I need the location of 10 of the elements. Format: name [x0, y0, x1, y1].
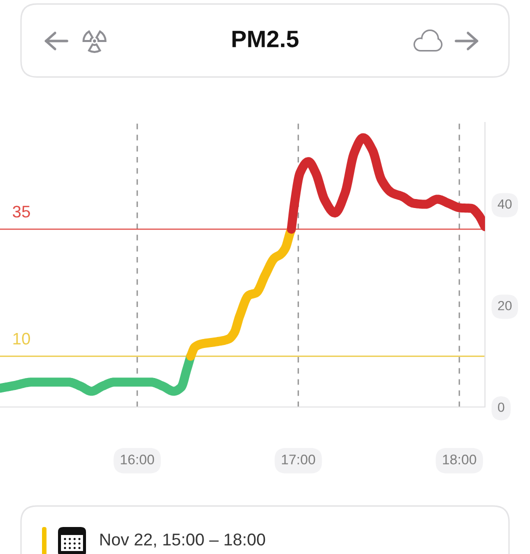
y-tick-label: 20 — [498, 300, 512, 310]
chart-title: PM2.5 — [232, 30, 298, 48]
ref-line-label: 10 — [13, 332, 30, 345]
x-tick-label: 18:00 — [443, 454, 476, 464]
ref-line-label: 35 — [12, 206, 30, 218]
text: Nov 22, 15:00 – 18:00 — [100, 534, 266, 548]
x-tick-label: 16:00 — [120, 454, 154, 464]
y-tick-label: 0 — [498, 402, 504, 412]
x-tick-label: 17:00 — [282, 454, 316, 464]
y-tick-label: 40 — [498, 199, 512, 209]
